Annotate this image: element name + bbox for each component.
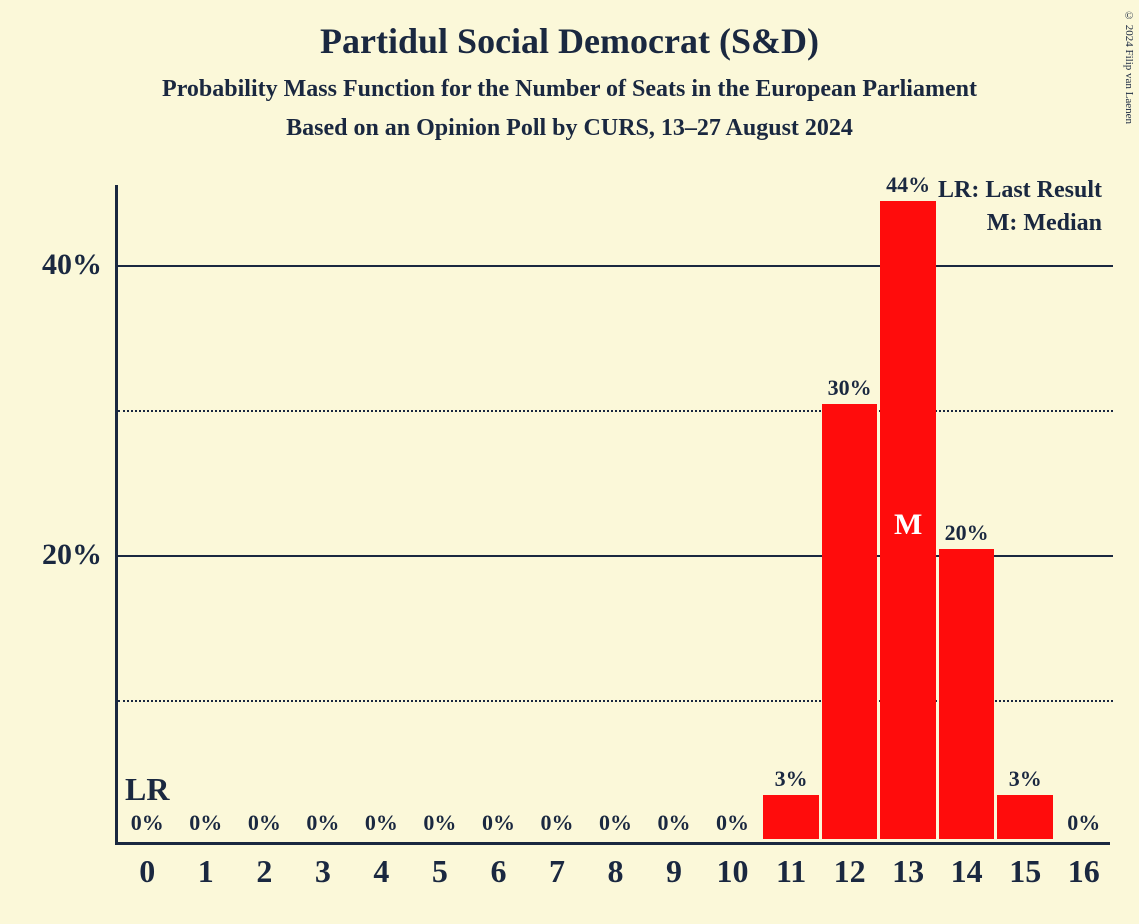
bar-value-label: 0% <box>248 810 281 836</box>
x-axis-label: 10 <box>717 853 749 890</box>
bar-value-label: 0% <box>189 810 222 836</box>
plot-region: 20%40%0%00%10%20%30%40%50%60%70%80%90%10… <box>115 185 1110 845</box>
x-axis-label: 9 <box>666 853 682 890</box>
x-axis-label: 13 <box>892 853 924 890</box>
x-axis-label: 7 <box>549 853 565 890</box>
bar-value-label: 3% <box>1009 766 1042 792</box>
bar-value-label: 0% <box>423 810 456 836</box>
bar-value-label: 0% <box>716 810 749 836</box>
x-axis-label: 8 <box>608 853 624 890</box>
chart-area: LR: Last Result M: Median 20%40%0%00%10%… <box>115 185 1110 845</box>
bar-value-label: 0% <box>540 810 573 836</box>
x-axis-label: 11 <box>776 853 806 890</box>
bar-value-label: 0% <box>131 810 164 836</box>
bar-value-label: 0% <box>1067 810 1100 836</box>
bar-value-label: 0% <box>306 810 339 836</box>
bar-value-label: 20% <box>945 520 989 546</box>
chart-subtitle-2: Based on an Opinion Poll by CURS, 13–27 … <box>0 115 1139 142</box>
bar-value-label: 3% <box>775 766 808 792</box>
bar-value-label: 0% <box>482 810 515 836</box>
x-axis-label: 15 <box>1009 853 1041 890</box>
x-axis-label: 12 <box>834 853 866 890</box>
x-axis-label: 3 <box>315 853 331 890</box>
x-axis-label: 1 <box>198 853 214 890</box>
bar-value-label: 30% <box>828 375 872 401</box>
bar-value-label: 0% <box>365 810 398 836</box>
y-axis-label: 40% <box>42 248 102 282</box>
x-axis-label: 16 <box>1068 853 1100 890</box>
chart-title: Partidul Social Democrat (S&D) <box>0 20 1139 62</box>
x-axis-label: 0 <box>139 853 155 890</box>
chart-subtitle-1: Probability Mass Function for the Number… <box>0 76 1139 103</box>
bar <box>939 549 995 839</box>
x-axis-label: 14 <box>951 853 983 890</box>
x-axis-label: 2 <box>256 853 272 890</box>
x-axis-label: 5 <box>432 853 448 890</box>
bar <box>822 404 878 839</box>
x-axis-label: 4 <box>373 853 389 890</box>
bar-value-label: 0% <box>599 810 632 836</box>
lr-marker: LR <box>125 771 169 808</box>
bar <box>763 795 819 839</box>
x-axis-label: 6 <box>490 853 506 890</box>
median-marker: M <box>894 508 922 542</box>
bar-value-label: 0% <box>658 810 691 836</box>
gridline-minor <box>118 410 1113 412</box>
copyright-text: © 2024 Filip van Laenen <box>1123 10 1135 124</box>
title-block: Partidul Social Democrat (S&D) Probabili… <box>0 0 1139 142</box>
y-axis-label: 20% <box>42 538 102 572</box>
bar <box>997 795 1053 839</box>
bar-value-label: 44% <box>886 172 930 198</box>
gridline-major <box>118 265 1113 267</box>
